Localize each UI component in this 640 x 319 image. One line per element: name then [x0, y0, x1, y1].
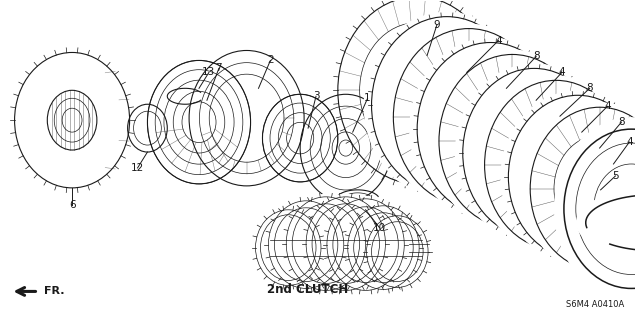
Ellipse shape [360, 23, 475, 158]
Ellipse shape [522, 102, 640, 276]
Text: 4: 4 [495, 35, 502, 46]
Ellipse shape [344, 203, 423, 293]
Text: 13: 13 [202, 67, 216, 78]
Ellipse shape [455, 63, 614, 243]
Text: 4: 4 [604, 101, 611, 111]
Ellipse shape [47, 90, 97, 150]
Text: 1: 1 [364, 93, 371, 103]
Ellipse shape [264, 198, 348, 292]
Ellipse shape [399, 49, 495, 161]
Text: 3: 3 [313, 91, 319, 101]
Ellipse shape [363, 213, 432, 290]
Text: 2: 2 [267, 56, 274, 65]
Ellipse shape [323, 196, 408, 293]
Ellipse shape [477, 75, 636, 255]
Ellipse shape [364, 12, 530, 199]
Text: 5: 5 [612, 171, 619, 181]
Ellipse shape [534, 125, 621, 229]
Text: 7: 7 [216, 63, 222, 73]
Ellipse shape [576, 188, 640, 257]
Ellipse shape [444, 74, 537, 184]
Text: 4: 4 [626, 137, 633, 147]
Text: FR.: FR. [44, 286, 65, 296]
Text: 8: 8 [533, 51, 540, 62]
Text: 6: 6 [68, 200, 76, 210]
Ellipse shape [385, 24, 552, 211]
Ellipse shape [409, 38, 572, 221]
Text: 10: 10 [373, 223, 386, 233]
Text: 8: 8 [586, 83, 593, 93]
Text: 2nd CLUTCH: 2nd CLUTCH [268, 283, 349, 296]
Text: 11: 11 [607, 229, 620, 239]
Ellipse shape [282, 194, 369, 293]
Text: 9: 9 [434, 19, 440, 30]
Ellipse shape [554, 117, 640, 300]
Ellipse shape [488, 99, 580, 207]
Text: 8: 8 [618, 117, 625, 127]
Ellipse shape [431, 49, 594, 233]
Text: 4: 4 [559, 67, 565, 78]
Ellipse shape [302, 194, 389, 293]
Ellipse shape [332, 0, 502, 188]
Text: S6M4 A0410A: S6M4 A0410A [566, 300, 624, 309]
Text: 12: 12 [131, 163, 144, 173]
Ellipse shape [500, 90, 640, 263]
Ellipse shape [252, 207, 325, 288]
